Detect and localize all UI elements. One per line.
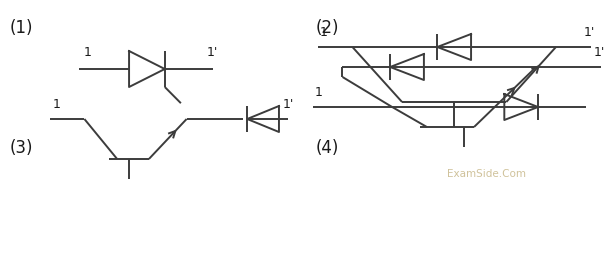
- Text: 1': 1': [283, 98, 294, 111]
- Text: 1: 1: [314, 86, 322, 99]
- Text: 1': 1': [584, 26, 595, 39]
- Text: 1': 1': [594, 46, 605, 59]
- Text: 1: 1: [53, 98, 61, 111]
- Text: (1): (1): [10, 19, 33, 37]
- Text: (2): (2): [316, 19, 339, 37]
- Text: (4): (4): [316, 139, 339, 157]
- Text: 1': 1': [206, 46, 218, 59]
- Text: 1: 1: [320, 26, 328, 39]
- Text: ExamSide.Com: ExamSide.Com: [447, 169, 526, 179]
- Text: (3): (3): [10, 139, 33, 157]
- Text: 1: 1: [83, 46, 91, 59]
